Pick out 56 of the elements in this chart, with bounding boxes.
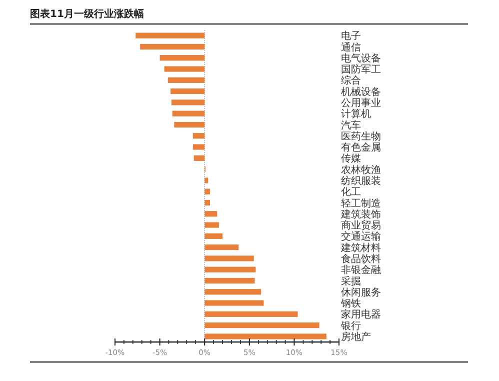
y-tick-label: 通信 (341, 41, 361, 54)
bar (204, 188, 210, 194)
bar (160, 55, 205, 61)
bar (168, 77, 205, 83)
y-tick-label: 家用电器 (341, 308, 381, 321)
y-tick-label: 休闲服务 (341, 286, 381, 298)
y-tick-label: 国防军工 (341, 64, 381, 76)
bar (194, 155, 205, 161)
y-tick-label: 交通运输 (341, 230, 381, 243)
bar (204, 300, 264, 306)
y-tick-label: 纺织服装 (341, 175, 381, 188)
bar (164, 66, 205, 72)
y-tick-label: 食品饮料 (341, 253, 381, 266)
y-tick-label: 综合 (341, 74, 361, 87)
y-tick-label: 采掘 (341, 275, 361, 288)
y-tick-label: 公用事业 (341, 97, 381, 110)
y-tick-label: 传媒 (341, 154, 361, 165)
bar (204, 211, 218, 217)
bar (204, 178, 208, 184)
bar (136, 32, 205, 38)
bar (170, 88, 205, 94)
y-tick-label: 化工 (341, 186, 361, 198)
bar (204, 200, 210, 206)
bar (204, 311, 298, 317)
y-tick-label: 电子 (341, 30, 361, 42)
bar (204, 222, 219, 228)
bar (204, 278, 255, 284)
y-tick-label: 医药生物 (341, 130, 381, 142)
y-tick-label: 钢铁 (340, 298, 361, 310)
bar (204, 266, 256, 272)
bar (171, 100, 205, 106)
y-tick-label: 有色金属 (341, 142, 381, 154)
y-tick-label: 农林牧渔 (341, 164, 381, 176)
y-tick-label: 轻工制造 (341, 197, 381, 210)
chart-title: 图表11月一级行业涨跌幅 (30, 8, 144, 20)
bar (204, 322, 320, 328)
bar (192, 144, 205, 150)
y-tick-label: 电气设备 (341, 52, 381, 64)
bar (204, 233, 223, 239)
bar (204, 256, 254, 262)
y-tick-label: 银行 (340, 320, 361, 332)
y-tick-label: 机械设备 (341, 86, 381, 98)
bar (172, 110, 205, 116)
y-tick-label: 建筑装饰 (340, 208, 381, 220)
bar (204, 334, 326, 340)
bar (192, 133, 205, 139)
y-tick-label: 建筑材料 (340, 242, 381, 254)
bar (140, 44, 205, 50)
y-tick-label: 房地产 (341, 331, 371, 344)
y-tick-label: 非银金融 (341, 264, 381, 276)
y-tick-label: 汽车 (341, 119, 361, 132)
bar (204, 289, 262, 295)
bar (174, 122, 205, 128)
y-tick-label: 商业贸易 (341, 220, 381, 232)
bar (204, 244, 239, 250)
y-tick-label: 计算机 (341, 108, 371, 120)
